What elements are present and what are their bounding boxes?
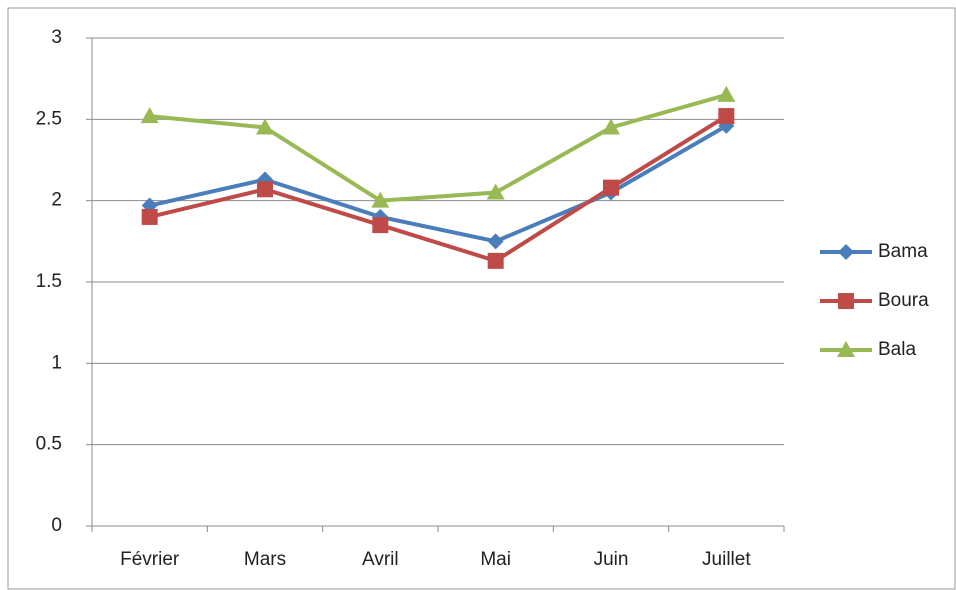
y-tick-label: 2 — [51, 190, 62, 211]
series-line — [149, 93, 727, 203]
series-line — [149, 114, 728, 264]
x-tick-label: Mai — [480, 549, 511, 570]
legend-label: Bama — [878, 241, 928, 262]
y-tick-label: 3 — [51, 27, 62, 48]
x-tick-label: Février — [120, 549, 180, 570]
data-point — [717, 85, 736, 102]
y-tick-label: 2.5 — [36, 108, 62, 129]
y-tick-label: 0 — [51, 515, 62, 536]
series-line — [149, 124, 728, 244]
chart-frame — [7, 7, 956, 590]
data-point — [257, 181, 273, 198]
x-tick-label: Mars — [244, 549, 286, 570]
data-point — [140, 107, 159, 124]
data-point — [371, 191, 390, 208]
data-point — [372, 217, 389, 234]
legend-marker — [838, 244, 854, 260]
data-point — [141, 208, 158, 225]
data-point — [486, 183, 505, 200]
legend-label: Bala — [878, 339, 916, 360]
x-tick-label: Avril — [362, 549, 399, 570]
data-point — [487, 252, 504, 269]
data-point — [602, 118, 620, 135]
y-tick-label: 1 — [51, 352, 62, 373]
data-point — [603, 179, 619, 196]
legend-marker — [837, 341, 855, 357]
y-tick-label: 1.5 — [36, 271, 62, 292]
x-tick-label: Juillet — [702, 549, 751, 570]
y-tick-label: 0.5 — [36, 434, 62, 455]
data-point — [256, 118, 274, 135]
x-tick-label: Juin — [594, 549, 629, 570]
legend-label: Boura — [878, 290, 929, 311]
legend-marker — [838, 293, 854, 309]
data-point — [487, 233, 504, 250]
data-point — [718, 108, 735, 125]
